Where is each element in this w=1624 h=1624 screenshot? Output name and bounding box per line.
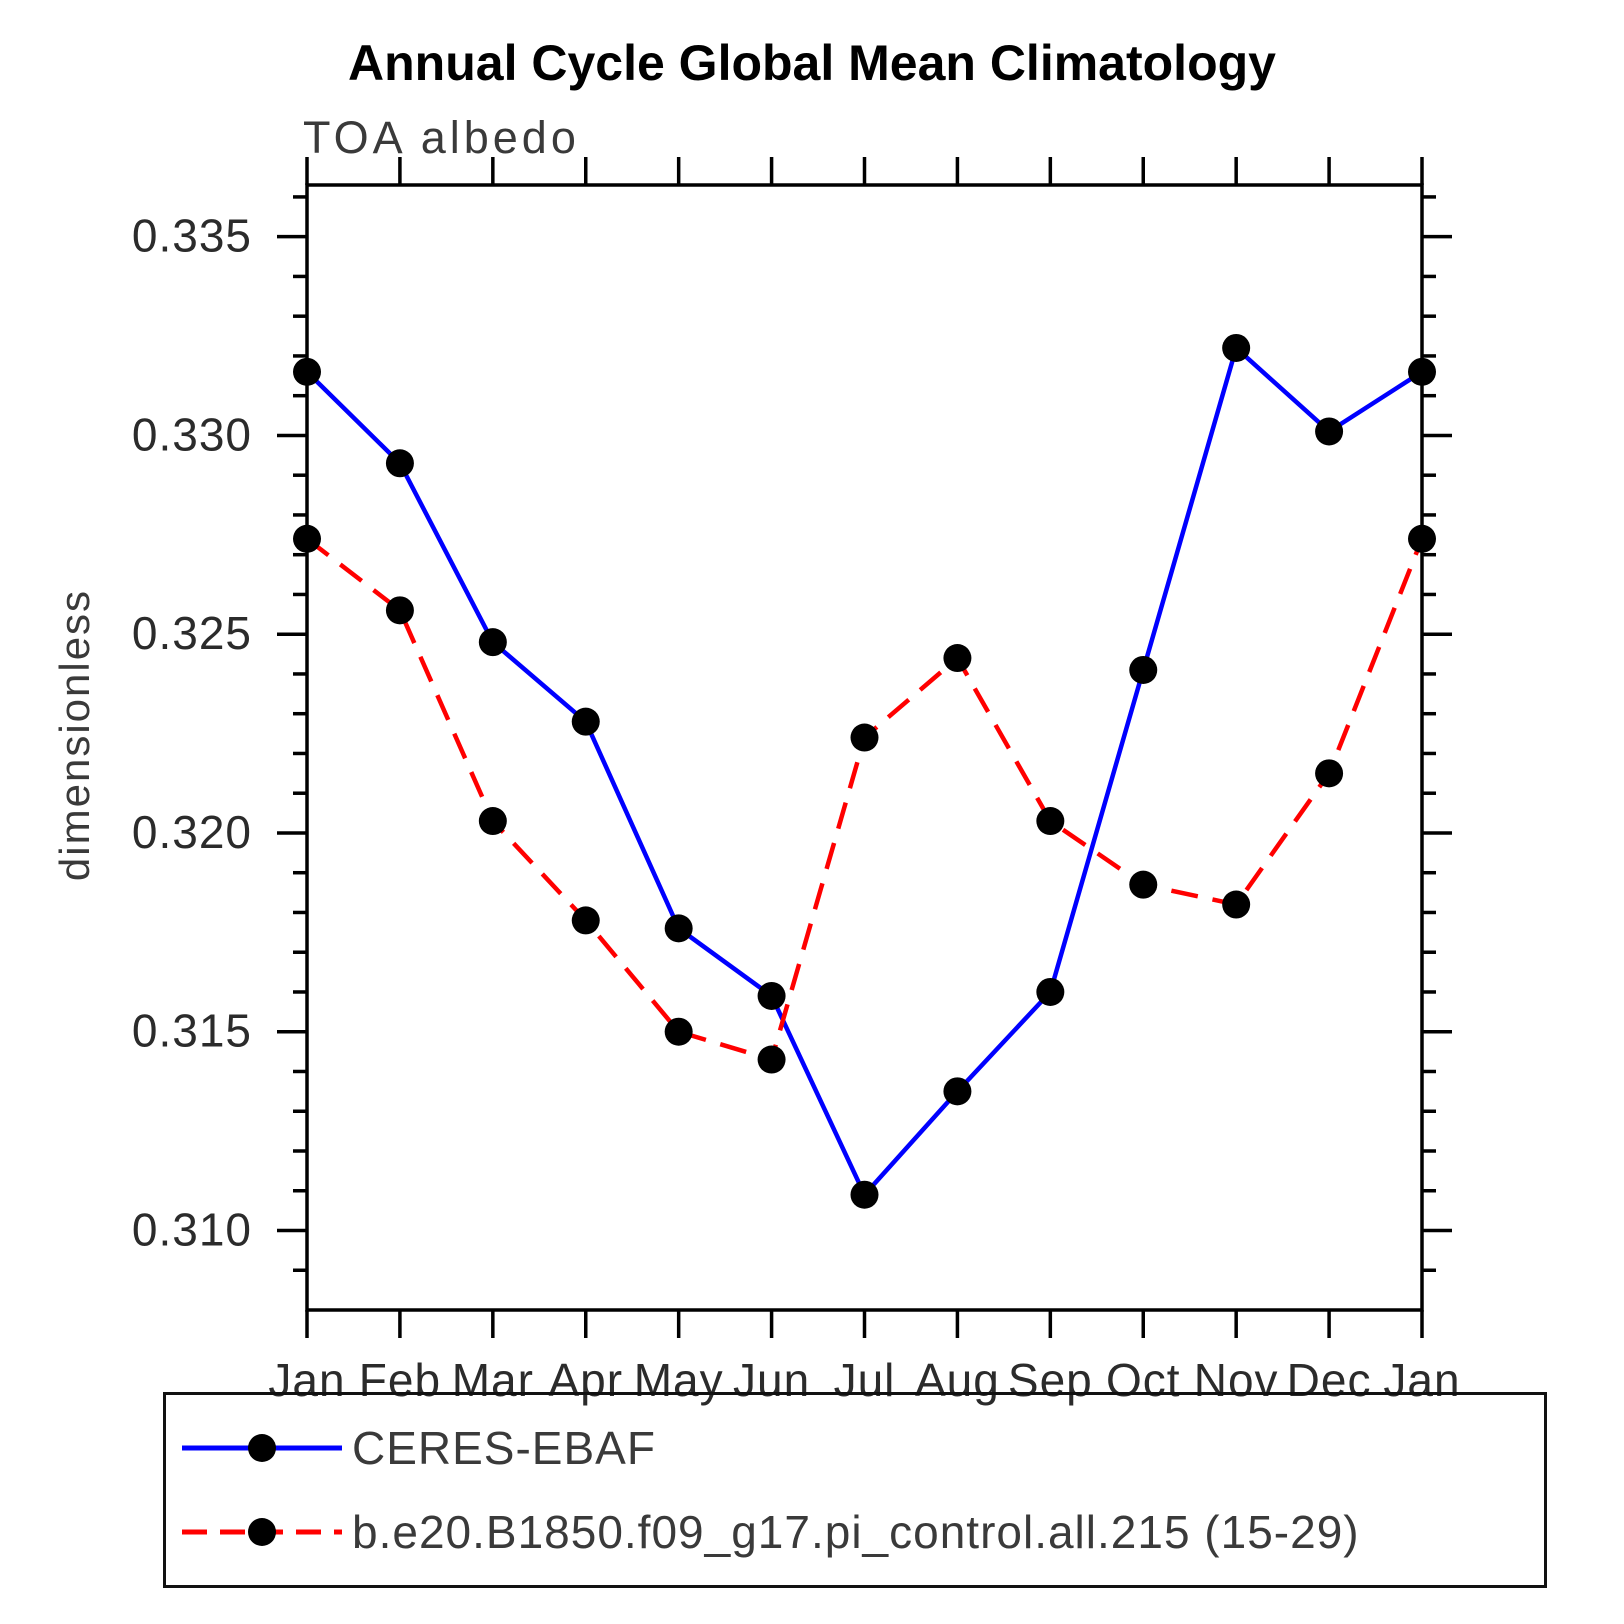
- data-point: [1222, 890, 1251, 919]
- data-point: [1315, 759, 1344, 788]
- data-point: [664, 914, 693, 943]
- data-point: [478, 628, 507, 657]
- x-tick-label: Sep: [1008, 1354, 1093, 1406]
- legend-marker-icon: [248, 1434, 276, 1463]
- chart-subtitle: TOA albedo: [303, 112, 580, 163]
- data-point: [1408, 524, 1436, 553]
- x-tick-label: Nov: [1194, 1354, 1279, 1406]
- x-tick-label: Oct: [1106, 1354, 1181, 1406]
- data-point: [943, 1077, 972, 1106]
- data-point: [1036, 977, 1065, 1006]
- legend-label-model: b.e20.B1850.f09_g17.pi_control.all.215 (…: [352, 1505, 1360, 1558]
- data-point: [850, 1180, 879, 1209]
- data-point: [385, 596, 414, 625]
- data-point: [1036, 807, 1065, 836]
- data-point: [943, 644, 972, 673]
- x-tick-label: Jan: [268, 1354, 345, 1406]
- y-tick-label: 0.320: [132, 806, 252, 858]
- x-tick-label: Jul: [834, 1354, 896, 1406]
- data-point: [850, 723, 879, 752]
- y-tick-label: 0.310: [132, 1203, 252, 1255]
- data-point: [757, 1045, 786, 1074]
- y-tick-label: 0.315: [132, 1005, 252, 1057]
- data-point: [293, 357, 321, 386]
- x-tick-label: Apr: [548, 1354, 623, 1406]
- legend-entry-ceres: CERES-EBAF: [178, 1418, 1544, 1478]
- chart-title: Annual Cycle Global Mean Climatology: [348, 35, 1276, 91]
- data-point: [571, 906, 600, 935]
- y-tick-label: 0.325: [132, 607, 252, 659]
- data-point: [1129, 870, 1158, 899]
- data-point: [293, 524, 321, 553]
- y-tick-label: 0.330: [132, 408, 252, 460]
- x-tick-label: Feb: [359, 1354, 441, 1406]
- x-tick-label: Dec: [1287, 1354, 1372, 1406]
- data-point: [478, 807, 507, 836]
- data-point: [757, 981, 786, 1010]
- x-tick-label: Jan: [1383, 1354, 1460, 1406]
- x-tick-label: Mar: [452, 1354, 534, 1406]
- data-point: [571, 707, 600, 736]
- data-point: [1129, 655, 1158, 684]
- series-ceres: [293, 333, 1436, 1209]
- legend-entry-model: b.e20.B1850.f09_g17.pi_control.all.215 (…: [178, 1502, 1544, 1562]
- series-model: [293, 524, 1436, 1074]
- legend-box: CERES-EBAF b.e20.B1850.f09_g17.pi_contro…: [163, 1392, 1547, 1588]
- legend-line-sample-ceres: [182, 1434, 342, 1463]
- data-point: [1315, 417, 1344, 446]
- y-tick-label: 0.335: [132, 210, 252, 262]
- data-point: [385, 449, 414, 478]
- axes: [277, 157, 1452, 1338]
- data-point: [1408, 357, 1436, 386]
- legend-line-sample-model: [182, 1517, 342, 1546]
- x-tick-label: May: [634, 1354, 724, 1406]
- data-point: [1222, 333, 1251, 362]
- data-point: [664, 1017, 693, 1046]
- x-tick-label: Jun: [733, 1354, 810, 1406]
- legend-label-ceres: CERES-EBAF: [352, 1422, 656, 1475]
- x-tick-label: Aug: [915, 1354, 1000, 1406]
- legend-marker-icon: [248, 1517, 276, 1546]
- axis-tick-labels: 0.310 0.315 0.320 0.325 0.330 0.335 Jan Feb Mar A…: [132, 210, 1460, 1406]
